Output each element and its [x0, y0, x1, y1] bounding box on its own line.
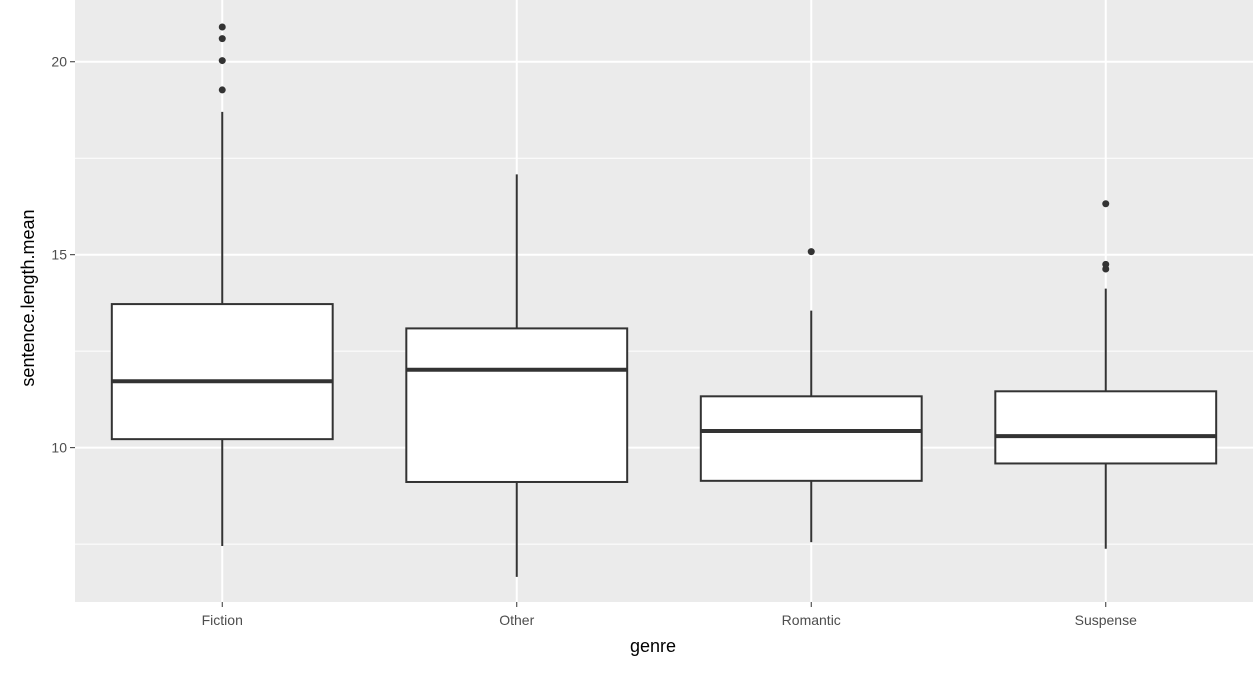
- outlier-point: [218, 35, 226, 43]
- outlier-point: [218, 57, 226, 65]
- iqr-box: [994, 390, 1218, 465]
- box-suspense: [994, 200, 1218, 549]
- y-tick-label: 10: [51, 440, 67, 456]
- y-tick-label: 15: [51, 247, 67, 263]
- outlier-point: [1102, 260, 1110, 268]
- boxes: [110, 23, 1218, 577]
- x-tick-label: Fiction: [202, 612, 243, 628]
- outlier-point: [807, 248, 815, 256]
- iqr-box: [110, 303, 334, 441]
- y-tick-label: 20: [51, 54, 67, 70]
- plot-panel: [75, 0, 1253, 602]
- box-other: [405, 174, 629, 577]
- outlier-point: [218, 86, 226, 94]
- box-romantic: [699, 248, 923, 543]
- x-axis-ticks: Fiction Other Romantic Suspense: [202, 602, 1137, 628]
- x-tick-label: Other: [499, 612, 534, 628]
- y-axis-ticks: 10 15 20: [51, 54, 75, 456]
- iqr-box: [405, 327, 629, 483]
- x-axis-title: genre: [630, 636, 676, 656]
- y-axis-title: sentence.length.mean: [18, 209, 38, 386]
- iqr-box: [699, 395, 923, 482]
- box-fiction: [110, 23, 334, 547]
- outlier-point: [218, 23, 226, 31]
- x-tick-label: Romantic: [782, 612, 841, 628]
- x-tick-label: Suspense: [1075, 612, 1137, 628]
- outlier-point: [1102, 200, 1110, 208]
